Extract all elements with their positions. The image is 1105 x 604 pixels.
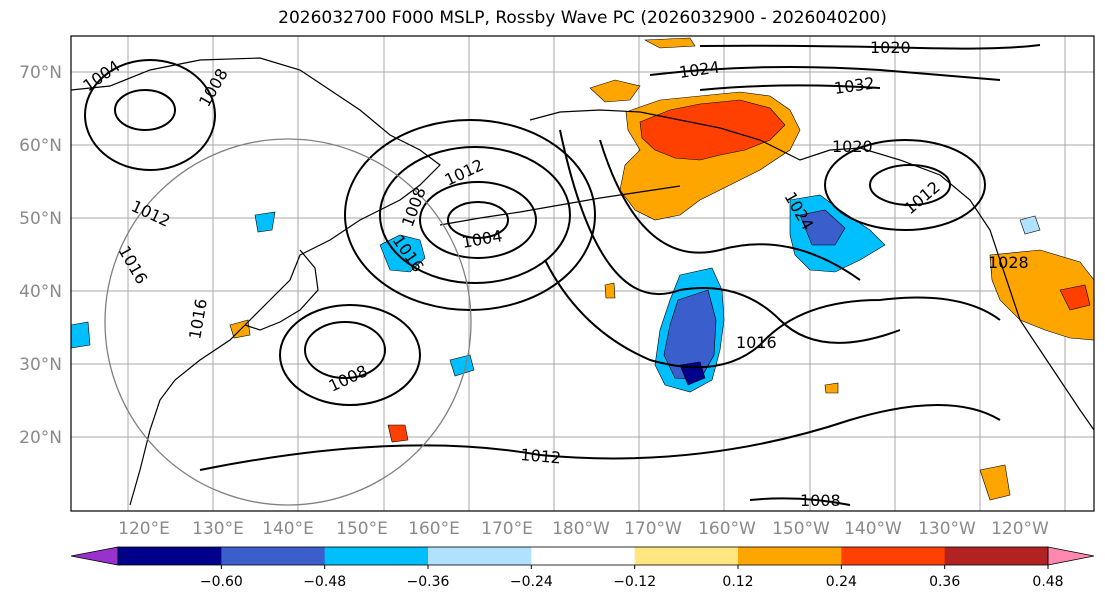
isobar-1032 [699, 84, 881, 91]
isobar-1008-bottom [749, 497, 851, 506]
colorbar-tick-label: −0.60 [200, 574, 243, 590]
lon-label: 120°E [118, 519, 170, 539]
colorbar-segment [531, 547, 636, 565]
colorbar-tick-label: 0.12 [722, 574, 753, 590]
negative-anomaly-japan [379, 234, 426, 273]
lat-label: 60°N [19, 136, 62, 156]
lon-label: 180°W [552, 519, 610, 539]
contour-label: 1020 [870, 38, 911, 57]
colorbar-segment [428, 547, 532, 565]
latitude-labels: 70°N 60°N 50°N 40°N 30°N 20°N [19, 63, 62, 448]
lon-label: 150°W [772, 519, 830, 539]
alaska-coast [529, 109, 1095, 431]
colorbar-segment [944, 547, 1049, 565]
gulf-alaska-low-outer [824, 139, 986, 231]
strong-positive-alaska [639, 99, 786, 161]
contour-label: 1012 [520, 445, 562, 467]
contour-label: 1016 [736, 333, 777, 352]
colorbar-extend-low [70, 546, 119, 566]
aleutian-chain [439, 185, 681, 226]
colorbar-segment [738, 547, 842, 565]
lon-label: 120°W [991, 519, 1049, 539]
map-background [71, 36, 1094, 511]
colorbar-ticks: −0.60 −0.48 −0.36 −0.24 −0.12 0.12 0.24 0.36 0.4… [200, 565, 1064, 590]
lat-label: 70°N [19, 63, 62, 83]
lat-label: 20°N [19, 428, 62, 448]
contour-label: 1008 [800, 491, 841, 510]
isobar-1020 [559, 129, 901, 344]
low-isobar-inner [447, 201, 509, 239]
positive-anomaly-west-coast [989, 249, 1095, 341]
japan-low-inner [304, 321, 386, 379]
isobar-1024-top [649, 65, 1001, 81]
lat-label: 50°N [19, 209, 62, 229]
lon-label: 170°W [624, 519, 682, 539]
anomaly-shading [70, 37, 1095, 501]
colorbar-segment [324, 547, 429, 565]
longitude-labels: 120°E 130°E 140°E 150°E 160°E 170°E 180°… [118, 519, 1049, 539]
lat-label: 40°N [19, 282, 62, 302]
low-isobar-mid [419, 181, 537, 259]
lon-label: 130°E [192, 519, 244, 539]
northwest-low-outer [84, 59, 216, 171]
isobar-1012-south [199, 404, 1001, 471]
colorbar [70, 546, 1095, 566]
map-title: 2026032700 F000 MSLP, Rossby Wave PC (20… [278, 8, 887, 28]
low-isobar-outer [379, 146, 571, 284]
colorbar-extend-high [1047, 546, 1095, 566]
japan-low-outer [279, 304, 421, 406]
isobars [84, 44, 1041, 506]
lon-label: 150°E [336, 519, 388, 539]
colorbar-tick-label: −0.48 [303, 574, 346, 590]
colorbar-outline [117, 546, 1049, 566]
map-frame [70, 35, 1095, 512]
colorbar-tick-label: −0.12 [613, 574, 656, 590]
lon-label: 170°E [481, 519, 533, 539]
lon-label: 140°W [844, 519, 902, 539]
colorbar-tick-label: 0.36 [929, 574, 960, 590]
lon-label: 160°E [408, 519, 460, 539]
isobar-1024 [599, 139, 861, 281]
colorbar-tick-label: −0.24 [510, 574, 553, 590]
gulf-alaska-low [869, 164, 951, 206]
contour-label: 1028 [988, 253, 1029, 272]
colorbar-tick-label: −0.36 [407, 574, 450, 590]
lat-label: 30°N [19, 355, 62, 375]
colorbar-segment [118, 547, 222, 565]
colorbar-segment [221, 547, 326, 565]
isobar-1020-top [699, 44, 1041, 50]
japan-coast [244, 249, 319, 331]
colorbar-segment [634, 547, 739, 565]
reference-circle [104, 138, 472, 506]
lon-label: 160°W [698, 519, 756, 539]
colorbar-tick-label: 0.24 [826, 574, 857, 590]
contour-label: 1020 [832, 137, 873, 156]
colorbar-tick-label: 0.48 [1032, 574, 1063, 590]
northwest-low [114, 89, 176, 131]
lon-label: 130°W [918, 519, 976, 539]
lon-label: 140°E [262, 519, 314, 539]
colorbar-segment [841, 547, 946, 565]
isobar-1016-central [544, 259, 1001, 369]
